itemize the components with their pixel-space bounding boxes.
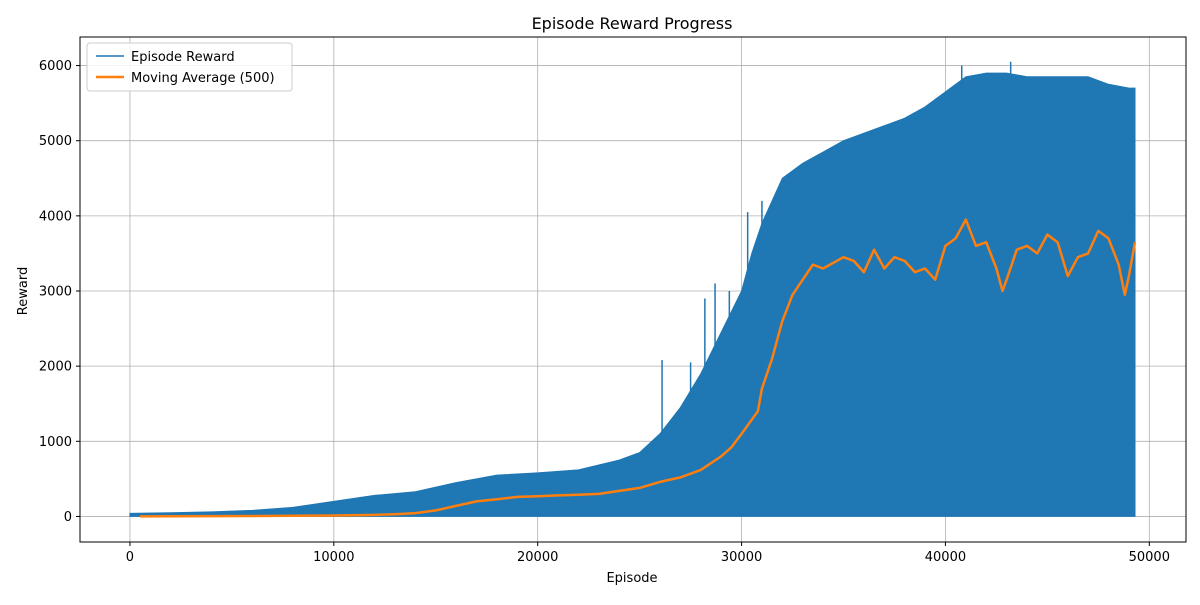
y-tick-label-5: 5000 [39, 134, 72, 149]
x-tick-label-4: 40000 [925, 550, 966, 565]
series-group [129, 61, 1137, 518]
legend-label-episode-reward: Episode Reward [131, 50, 235, 65]
x-tick-label-0: 0 [126, 550, 134, 565]
y-axis-label: Reward [16, 267, 31, 315]
y-tick-label-2: 2000 [39, 360, 72, 375]
legend-label-moving-average: Moving Average (500) [131, 71, 275, 86]
y-tick-label-3: 3000 [39, 285, 72, 300]
chart-title: Episode Reward Progress [532, 14, 733, 33]
y-tick-label-4: 4000 [39, 209, 72, 224]
legend-frame [86, 42, 293, 92]
y-tick-label-6: 6000 [39, 59, 72, 74]
x-tick-label-1: 10000 [313, 550, 354, 565]
y-tick-label-0: 0 [64, 510, 72, 525]
legend: Episode Reward Moving Average (500) [86, 42, 293, 92]
axes-frame [79, 36, 1187, 543]
x-tick-label-2: 20000 [517, 550, 558, 565]
y-tick-label-1: 1000 [39, 435, 72, 450]
x-axis-label: Episode [606, 571, 657, 586]
x-tick-label-5: 50000 [1129, 550, 1170, 565]
plot-area: 0 10000 20000 30000 40000 50000 0 1000 2000 3000 4… [39, 36, 1187, 565]
x-tick-label-3: 30000 [721, 550, 762, 565]
series-episode-reward-band [129, 72, 1136, 517]
series-moving-average-line [140, 218, 1137, 518]
